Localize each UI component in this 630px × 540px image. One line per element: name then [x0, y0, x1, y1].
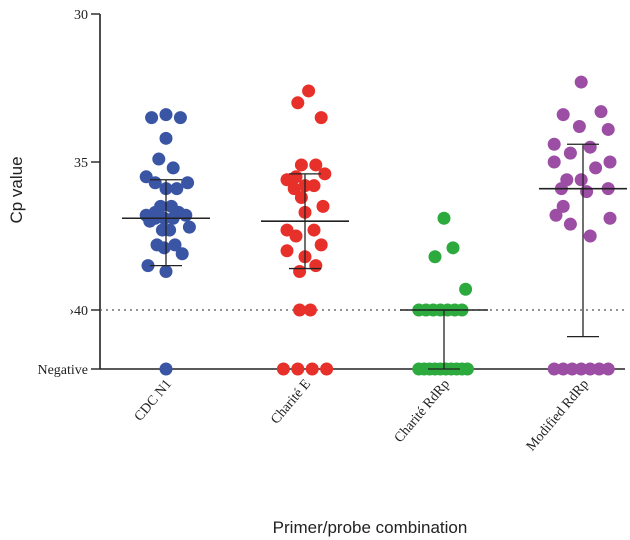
data-point	[592, 362, 606, 376]
data-point	[143, 214, 157, 228]
data-point	[159, 265, 173, 279]
data-point	[583, 140, 597, 154]
data-point	[291, 96, 305, 110]
data-point	[563, 217, 577, 231]
data-point	[314, 111, 328, 125]
data-point	[563, 146, 577, 160]
data-point	[603, 155, 617, 169]
data-point	[182, 220, 196, 234]
mean-sd-bars	[122, 143, 627, 370]
y-axis-ticks: 30 35 ›40 Negative	[37, 8, 100, 378]
data-point	[179, 208, 193, 222]
data-point	[280, 173, 294, 187]
data-point	[437, 211, 451, 225]
data-point	[307, 179, 321, 193]
data-point	[460, 362, 474, 376]
y-axis-title: Cp value	[7, 156, 26, 223]
data-point	[589, 161, 603, 175]
data-point	[316, 199, 330, 213]
data-point	[547, 362, 561, 376]
data-point	[168, 238, 182, 252]
data-point	[556, 362, 570, 376]
data-point	[173, 111, 187, 125]
data-point	[574, 173, 588, 187]
data-point	[318, 167, 332, 181]
data-point	[276, 362, 290, 376]
data-point	[293, 303, 307, 317]
data-point	[309, 158, 323, 172]
data-point	[141, 259, 155, 273]
y-tick-label: 35	[74, 156, 88, 171]
data-point	[556, 108, 570, 122]
data-points	[139, 75, 617, 376]
data-point	[175, 247, 189, 261]
data-point	[572, 119, 586, 133]
data-point	[302, 84, 316, 98]
data-point	[157, 241, 171, 255]
data-point	[428, 250, 442, 264]
data-point	[305, 362, 319, 376]
data-point	[574, 75, 588, 89]
data-point	[287, 182, 301, 196]
data-point	[314, 238, 328, 252]
data-point	[601, 122, 615, 136]
data-point	[549, 208, 563, 222]
data-point	[166, 161, 180, 175]
category-label: Charité E	[268, 377, 314, 427]
data-point	[294, 158, 308, 172]
data-point	[159, 108, 173, 122]
data-point	[152, 152, 166, 166]
data-point	[565, 362, 579, 376]
y-tick-label: 30	[74, 8, 88, 23]
x-axis-category-labels: CDC N1 Charité E Charité RdRp Modified RdRp	[132, 377, 592, 454]
data-point	[303, 303, 317, 317]
data-point	[594, 105, 608, 119]
category-label: Charité RdRp	[392, 377, 453, 446]
y-tick-label: ›40	[69, 304, 88, 319]
data-point	[289, 229, 303, 243]
x-axis-title: Primer/probe combination	[273, 518, 468, 537]
data-point	[181, 176, 195, 190]
data-point	[163, 223, 177, 237]
data-point	[446, 241, 460, 255]
data-point	[547, 137, 561, 151]
data-point	[280, 244, 294, 258]
data-point	[307, 223, 321, 237]
data-point	[293, 265, 307, 279]
data-point	[170, 182, 184, 196]
data-point	[320, 362, 334, 376]
data-point	[459, 282, 473, 296]
category-label: CDC N1	[132, 377, 175, 424]
data-point	[291, 362, 305, 376]
data-point	[601, 362, 615, 376]
data-point	[556, 199, 570, 213]
data-point	[309, 259, 323, 273]
y-tick-label: Negative	[37, 363, 88, 378]
data-point	[159, 131, 173, 145]
category-label: Modified RdRp	[524, 377, 592, 454]
data-point	[583, 362, 597, 376]
data-point	[294, 191, 308, 205]
data-point	[145, 111, 159, 125]
data-point	[547, 155, 561, 169]
data-point	[603, 211, 617, 225]
data-point	[580, 185, 594, 199]
data-point	[574, 362, 588, 376]
data-point	[159, 362, 173, 376]
data-point	[583, 229, 597, 243]
